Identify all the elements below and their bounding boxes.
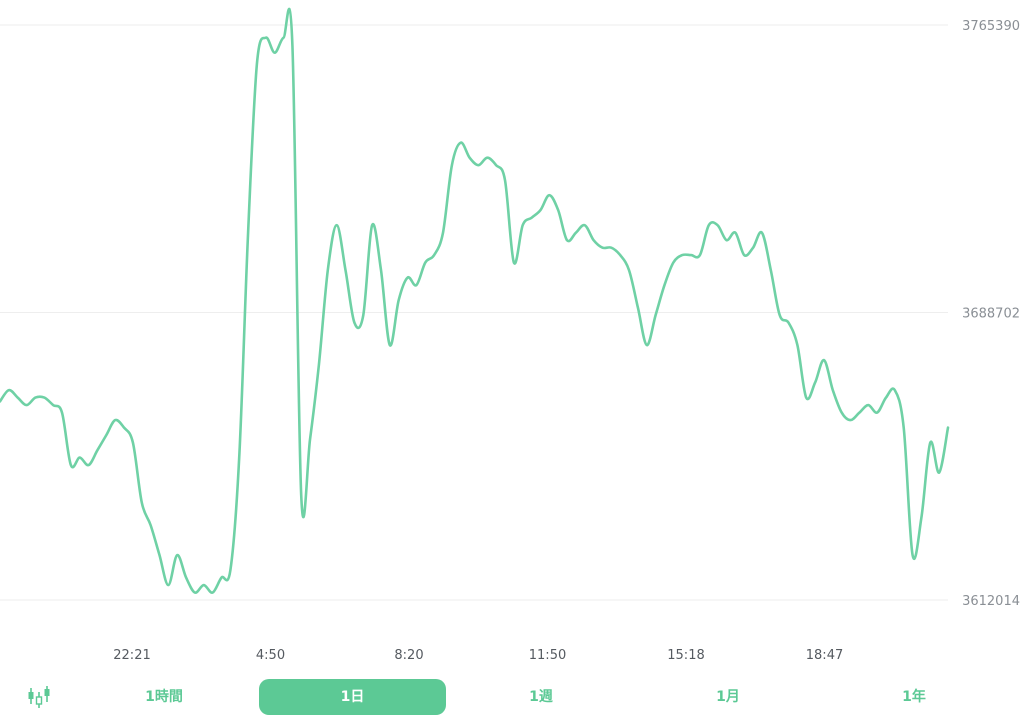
tab-1-hour[interactable]: 1時間 (145, 689, 183, 705)
x-tick-label: 4:50 (256, 648, 285, 663)
candlestick-chart-button[interactable] (24, 682, 54, 712)
y-tick-label: 3612014 (962, 594, 1020, 609)
tab-1-month[interactable]: 1月 (716, 689, 740, 705)
y-tick-label: 3765390 (962, 19, 1020, 34)
x-tick-label: 15:18 (667, 648, 704, 663)
grid-lines (0, 24, 948, 601)
tab-1-year[interactable]: 1年 (902, 689, 926, 705)
series-layer (0, 7, 950, 594)
x-tick-label: 22:21 (113, 648, 150, 663)
x-tick-label: 11:50 (529, 648, 566, 663)
range-selector: 1時間 1日 1週 1月 1年 (0, 676, 1024, 718)
x-tick-label: 18:47 (806, 648, 843, 663)
tab-1-week[interactable]: 1週 (529, 689, 553, 705)
price-chart[interactable]: 3765390 3688702 3612014 22:21 4:50 8:20 11:50… (0, 0, 1024, 670)
y-axis: 3765390 3688702 3612014 (962, 19, 1020, 609)
x-tick-label: 8:20 (394, 648, 423, 663)
tab-1-day[interactable]: 1日 (259, 679, 446, 715)
series-line (0, 7, 950, 594)
candlestick-icon (28, 686, 50, 708)
x-axis: 22:21 4:50 8:20 11:50 15:18 18:47 (113, 648, 843, 663)
y-tick-label: 3688702 (962, 307, 1020, 322)
